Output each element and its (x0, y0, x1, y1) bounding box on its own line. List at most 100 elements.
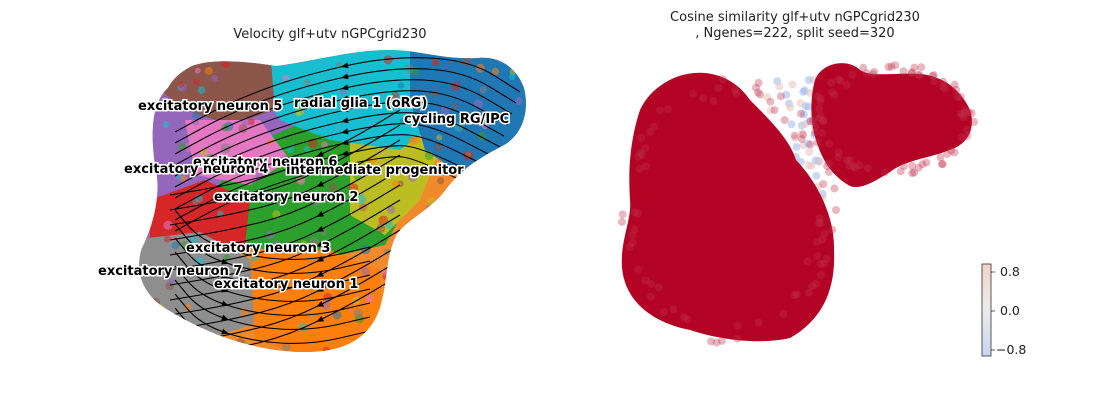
high-similarity-point (664, 105, 673, 114)
high-similarity-point (630, 208, 639, 217)
streamline-arrowhead (341, 161, 349, 168)
high-similarity-point (819, 117, 828, 126)
high-similarity-point (922, 158, 931, 167)
colorbar-tick-label-top: 0.8 (1000, 264, 1020, 279)
scatter-point (353, 308, 363, 319)
scatter-point (367, 336, 375, 344)
scatter-point (167, 277, 175, 285)
high-similarity-point (817, 271, 825, 279)
high-similarity-point (834, 148, 843, 157)
high-similarity-point (938, 160, 947, 169)
high-similarity-point (659, 308, 668, 317)
high-similarity-point (845, 156, 854, 165)
high-similarity-point (939, 77, 948, 86)
high-similarity-point (818, 235, 827, 244)
high-similarity-point (790, 291, 799, 300)
scatter-point (412, 136, 421, 145)
cluster-labels: excitatory neuron 5 radial glia 1 (oRG) … (97, 95, 511, 294)
scatter-point (509, 73, 516, 81)
high-similarity-point (638, 150, 647, 159)
streamline (174, 145, 489, 221)
scatter-point (441, 280, 450, 289)
high-similarity-point (683, 315, 692, 324)
scatter-point (220, 143, 231, 154)
high-similarity-point (825, 139, 834, 148)
streamline-arrowhead (341, 117, 349, 124)
streamline (174, 112, 501, 188)
high-similarity-point (957, 133, 966, 142)
high-similarity-point (896, 167, 905, 176)
scatter-point (492, 323, 501, 332)
high-similarity-point (813, 92, 822, 101)
scatter-point (455, 190, 465, 200)
scatter-point (425, 205, 434, 214)
high-similarity-point (617, 217, 626, 226)
scatter-point (235, 338, 246, 349)
high-similarity-point (819, 180, 828, 188)
scatter-point (509, 58, 519, 68)
streamline-arrowhead (316, 255, 325, 262)
high-similarity-point (830, 184, 839, 193)
high-similarity-point (808, 282, 817, 291)
streamline-arrowhead (221, 286, 229, 293)
streamline-arrowhead (316, 270, 325, 277)
scatter-point (432, 213, 442, 223)
scatter-point (146, 90, 155, 99)
cluster-region-excitatory-neuron-1-core (250, 250, 382, 352)
scatter-point (397, 82, 405, 89)
scatter-point (211, 74, 219, 82)
high-similarity-point (943, 149, 952, 158)
high-similarity-point (811, 122, 820, 131)
scatter-point (413, 282, 421, 291)
high-similarity-point (834, 153, 843, 162)
high-similarity-point (855, 161, 864, 170)
scatter-point (481, 171, 489, 178)
high-similarity-point (707, 337, 716, 346)
scatter-point (496, 257, 506, 266)
scatter-point (458, 177, 468, 188)
label-cycling-rg-ipc: cycling RG/IPC (404, 112, 509, 127)
low-similarity-point (782, 90, 791, 99)
high-similarity-point (845, 161, 854, 170)
high-similarity-point (815, 104, 824, 113)
scatter-point (423, 211, 431, 219)
high-similarity-point (717, 336, 726, 345)
streamline-arrowhead (316, 225, 325, 232)
scatter-point (424, 315, 431, 322)
colorbar-tick-label-bottom: −0.8 (996, 342, 1026, 357)
streamline-arrowhead (221, 300, 229, 307)
high-similarity-point (950, 148, 959, 157)
high-similarity-point (714, 84, 723, 93)
low-similarity-point (788, 80, 797, 89)
low-similarity-point (792, 142, 801, 151)
high-similarity-point (804, 288, 813, 297)
low-similarity-point (804, 102, 813, 111)
high-similarity-point (816, 94, 825, 103)
scatter-point (446, 243, 456, 253)
scatter-point (281, 342, 291, 352)
scatter-point (422, 315, 432, 326)
streamline-arrowhead (221, 342, 229, 349)
scatter-point (462, 262, 473, 272)
streamline-arrowhead (316, 165, 325, 172)
streamline (174, 101, 505, 177)
scatter-point (385, 221, 394, 230)
scatter-point (510, 250, 520, 260)
cluster-region-excitatory-neuron-6 (185, 120, 290, 185)
high-similarity-point (959, 113, 968, 122)
scatter-point (165, 183, 174, 192)
scatter-point (457, 294, 466, 304)
scatter-point (438, 219, 448, 229)
high-similarity-point (635, 165, 644, 173)
high-similarity-point (680, 313, 688, 322)
high-similarity-point (766, 97, 775, 106)
scatter-point (431, 59, 439, 67)
high-similarity-point (732, 89, 741, 98)
high-similarity-point (822, 254, 831, 263)
scatter-point (453, 344, 461, 351)
scatter-point (376, 335, 384, 343)
high-similarity-point (630, 225, 639, 234)
high-similarity-point (799, 130, 808, 139)
low-similarity-point (799, 110, 808, 119)
high-similarity-point (816, 259, 825, 268)
